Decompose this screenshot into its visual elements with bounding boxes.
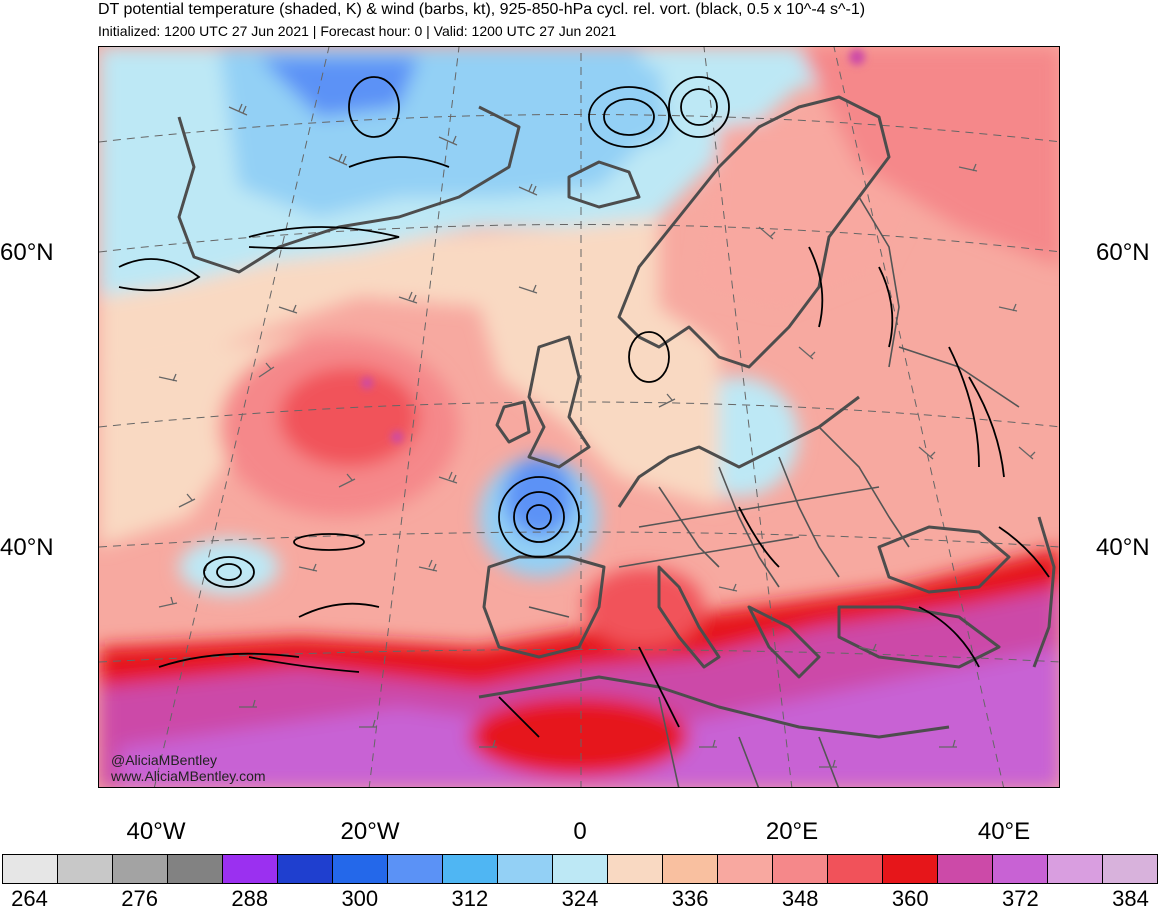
colorbar-box bbox=[333, 855, 388, 883]
wind-barbs bbox=[158, 103, 1036, 768]
colorbar-box bbox=[883, 855, 938, 883]
colorbar-label: 324 bbox=[561, 886, 599, 911]
lat-label-40n-right: 40°N bbox=[1096, 534, 1150, 561]
hot-spots bbox=[361, 49, 865, 443]
colorbar-box bbox=[223, 855, 278, 883]
colorbar-label: 312 bbox=[451, 886, 489, 911]
map-panel[interactable] bbox=[98, 46, 1060, 788]
credit-handle: @AliciaMBentley bbox=[111, 752, 218, 768]
graticule bbox=[99, 47, 1059, 787]
colorbar-label: 288 bbox=[231, 886, 269, 911]
colorbar-box bbox=[663, 855, 718, 883]
lon-label-40w: 40°W bbox=[126, 818, 186, 845]
lon-label-20w: 20°W bbox=[340, 818, 400, 845]
colorbar bbox=[2, 854, 1158, 884]
lon-label-40e: 40°E bbox=[977, 818, 1031, 845]
colorbar-label: 372 bbox=[1002, 886, 1039, 911]
lon-label-0: 0 bbox=[573, 818, 587, 845]
colorbar-label: 360 bbox=[891, 886, 929, 911]
colorbar-box bbox=[1048, 855, 1103, 883]
colorbar-box bbox=[113, 855, 168, 883]
colorbar-box bbox=[278, 855, 333, 883]
colorbar-label: 264 bbox=[11, 886, 48, 911]
colorbar-box bbox=[388, 855, 443, 883]
vorticity-contours bbox=[118, 76, 1050, 738]
lat-label-60n-left: 60°N bbox=[0, 239, 54, 266]
map-title: DT potential temperature (shaded, K) & w… bbox=[98, 1, 866, 18]
lon-label-20e: 20°E bbox=[765, 818, 819, 845]
colorbar-box bbox=[608, 855, 663, 883]
temperature-shading bbox=[99, 47, 1059, 787]
colorbar-box bbox=[553, 855, 608, 883]
colorbar-box bbox=[718, 855, 773, 883]
map-graphic bbox=[99, 47, 1059, 787]
coastlines bbox=[177, 95, 1056, 739]
map-subtitle: Initialized: 1200 UTC 27 Jun 2021 | Fore… bbox=[98, 23, 617, 39]
colorbar-label: 276 bbox=[121, 886, 158, 911]
colorbar-box bbox=[1103, 855, 1157, 883]
credit-site: www.AliciaMBentley.com bbox=[111, 768, 266, 784]
colorbar-box bbox=[3, 855, 58, 883]
colorbar-label: 300 bbox=[341, 886, 379, 911]
colorbar-box bbox=[168, 855, 223, 883]
colorbar-box bbox=[498, 855, 553, 883]
colorbar-box bbox=[938, 855, 993, 883]
lat-label-60n-right: 60°N bbox=[1096, 239, 1150, 266]
colorbar-box bbox=[443, 855, 498, 883]
lat-label-40n-left: 40°N bbox=[0, 534, 54, 561]
colorbar-box bbox=[828, 855, 883, 883]
colorbar-box bbox=[773, 855, 828, 883]
colorbar-label: 336 bbox=[671, 886, 709, 911]
colorbar-label: 348 bbox=[781, 886, 819, 911]
colorbar-box bbox=[58, 855, 113, 883]
colorbar-box bbox=[993, 855, 1048, 883]
colorbar-label: 384 bbox=[1112, 886, 1149, 911]
